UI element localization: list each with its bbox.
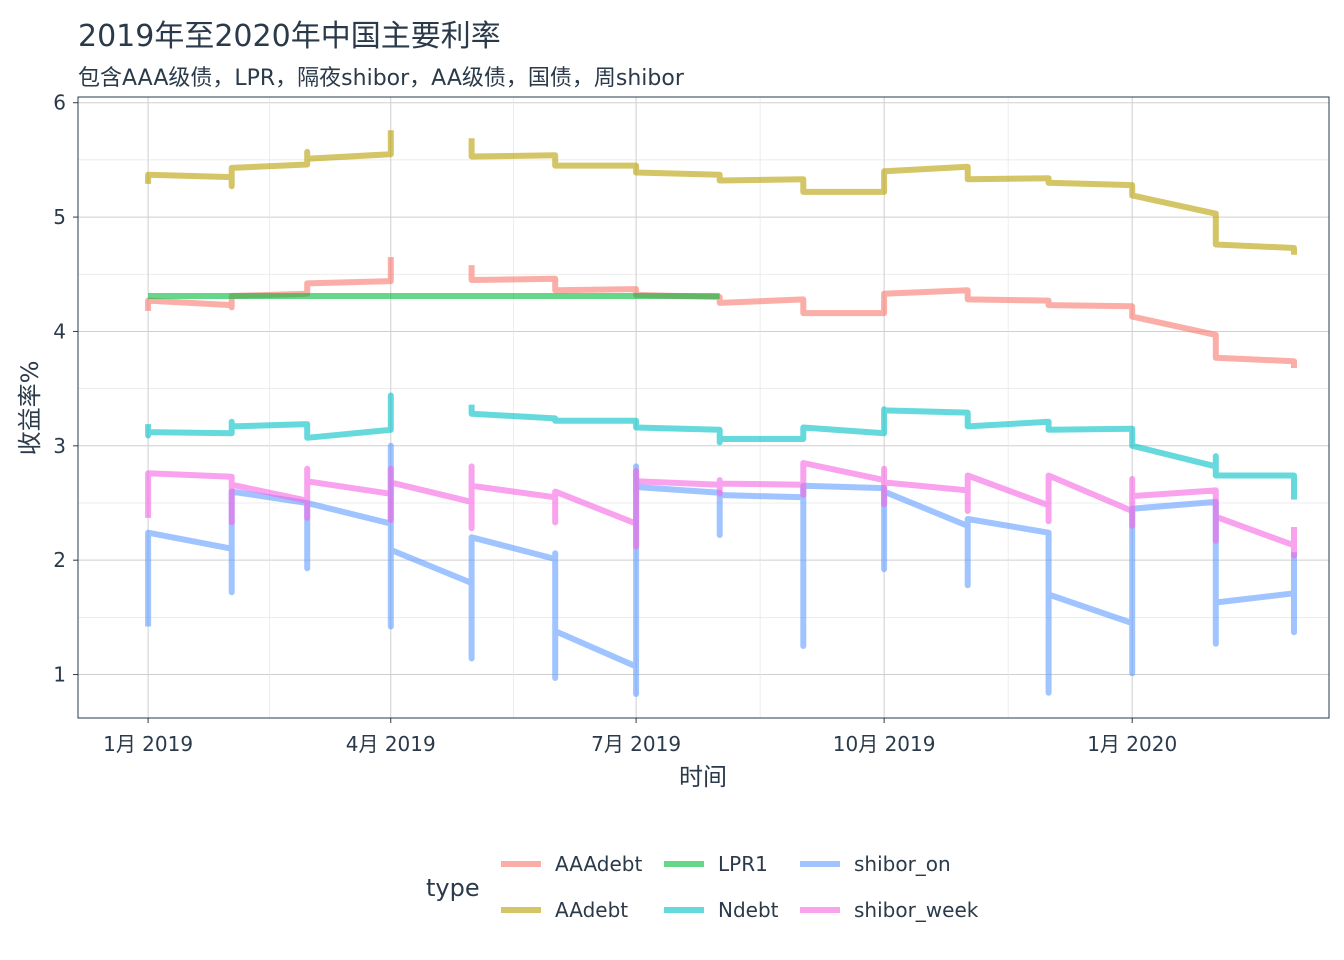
legend-title: type xyxy=(426,874,480,902)
y-tick-label: 4 xyxy=(53,319,66,343)
x-tick-label: 1月 2019 xyxy=(103,732,193,756)
legend-label-AAdebt: AAdebt xyxy=(555,898,628,922)
legend-label-Ndebt: Ndebt xyxy=(718,898,779,922)
y-tick-label: 3 xyxy=(53,434,66,458)
chart-title: 2019年至2020年中国主要利率 xyxy=(78,19,501,54)
series-lines xyxy=(145,130,1297,697)
chart-subtitle: 包含AAA级债，LPR，隔夜shibor，AA级债，国债，周shibor xyxy=(78,66,685,91)
y-tick-label: 6 xyxy=(53,91,66,115)
grid xyxy=(78,97,1329,718)
series-line-shibor_week xyxy=(145,460,1297,559)
x-tick-label: 7月 2019 xyxy=(591,732,681,756)
y-tick-label: 5 xyxy=(53,205,66,229)
y-tick-label: 1 xyxy=(53,663,66,687)
series-line-Ndebt xyxy=(468,404,1297,500)
legend: type AAAdebt AAdebt LPR1 Ndebt shibor_onshib… xyxy=(426,852,979,922)
x-tick-label: 1月 2020 xyxy=(1087,732,1177,756)
y-axis-title: 收益率% xyxy=(16,361,44,456)
legend-label-AAAdebt: AAAdebt xyxy=(555,852,643,876)
legend-label-LPR1: LPR1 xyxy=(718,852,768,876)
axis-ticks: 1 2 3 4 5 6 1月 2019 4月 2019 7月 2019 10月 2019 1月 20… xyxy=(53,91,1177,756)
series-line-AAAdebt xyxy=(468,265,1297,368)
legend-label-shibor_week: shibor_week xyxy=(854,898,979,922)
x-tick-label: 10月 2019 xyxy=(833,732,936,756)
x-tick-label: 4月 2019 xyxy=(346,732,436,756)
x-axis-title: 时间 xyxy=(679,763,727,791)
legend-label-shibor_on: shibor_on xyxy=(854,852,951,876)
plot-border xyxy=(77,96,1330,719)
series-line-AAdebt xyxy=(145,130,394,190)
y-tick-label: 2 xyxy=(53,548,66,572)
series-line-Ndebt xyxy=(145,392,394,441)
series-line-AAdebt xyxy=(468,138,1297,255)
